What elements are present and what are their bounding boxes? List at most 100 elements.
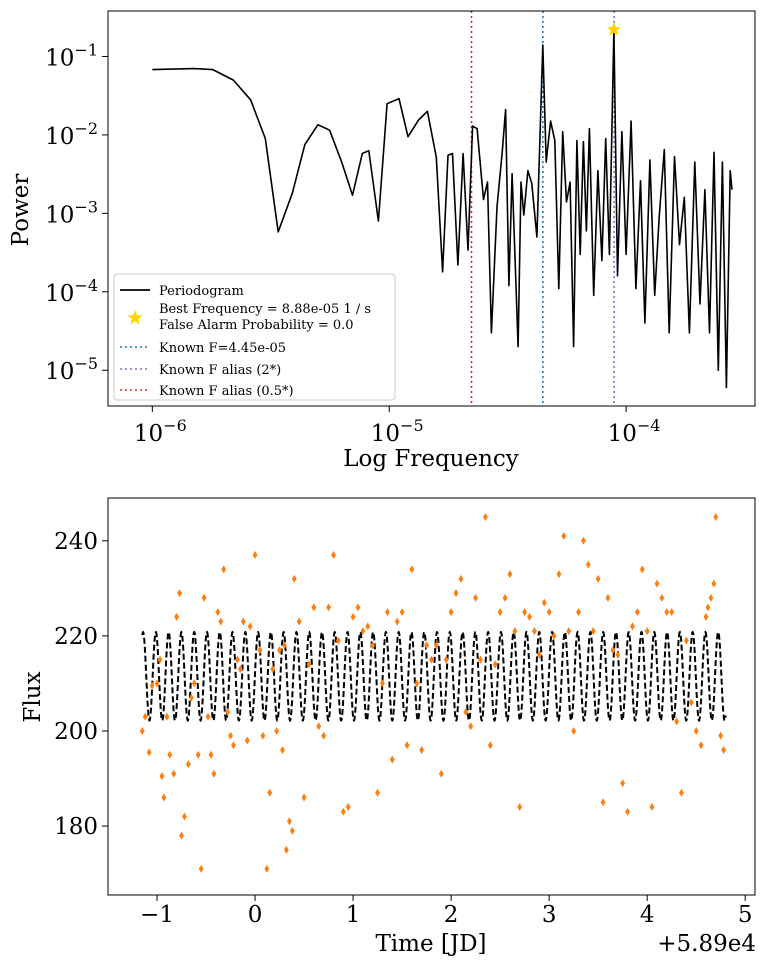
- flux-point: [713, 513, 719, 522]
- flux-point: [179, 831, 184, 840]
- flux-point: [201, 593, 207, 602]
- flux-point: [546, 608, 552, 617]
- flux-point: [252, 551, 258, 560]
- flux-point: [215, 608, 221, 617]
- flux-point: [345, 803, 351, 812]
- flux-point: [581, 536, 586, 545]
- flux-point: [191, 679, 197, 688]
- flux-point: [195, 750, 201, 759]
- periodogram-x-ticks: 10−6 10−5 10−4: [134, 406, 661, 447]
- lightcurve-y-tick-label-0: 180: [54, 814, 98, 840]
- flux-point: [244, 736, 250, 745]
- lightcurve-y-tick-label-1: 200: [54, 719, 98, 745]
- flux-point: [375, 788, 380, 797]
- flux-point: [659, 593, 665, 602]
- flux-point: [164, 712, 170, 721]
- flux-point: [703, 612, 709, 621]
- periodogram-y-tick-label-0: 10−5: [45, 354, 98, 385]
- flux-point: [483, 513, 488, 522]
- flux-point: [693, 726, 699, 735]
- flux-point: [615, 650, 621, 659]
- flux-point: [683, 636, 689, 645]
- flux-point: [644, 627, 650, 636]
- flux-point: [228, 731, 233, 740]
- flux-point: [182, 812, 187, 821]
- flux-point: [487, 741, 493, 750]
- legend-star-swatch: [127, 310, 143, 325]
- periodogram-x-tick-label-1: 10−5: [371, 416, 424, 447]
- periodogram-series: [152, 28, 733, 389]
- lightcurve-x-offset-label: +5.89e4: [657, 931, 756, 957]
- lightcurve-x-tick-label-1: 0: [248, 902, 263, 928]
- flux-point: [274, 726, 280, 735]
- lightcurve-x-tick-label-3: 2: [444, 902, 459, 928]
- flux-point: [350, 612, 356, 621]
- flux-point: [463, 707, 469, 716]
- flux-point: [161, 793, 167, 802]
- flux-point: [394, 617, 400, 626]
- flux-point: [142, 712, 148, 721]
- flux-point: [551, 631, 557, 640]
- flux-point: [409, 565, 415, 574]
- flux-point: [468, 722, 474, 731]
- flux-point: [590, 627, 596, 636]
- flux-point: [240, 617, 246, 626]
- flux-point: [512, 627, 518, 636]
- flux-point: [167, 750, 173, 759]
- flux-point: [286, 817, 292, 826]
- flux-point: [669, 608, 675, 617]
- flux-point: [355, 603, 361, 612]
- flux-point: [225, 707, 230, 716]
- flux-point: [257, 646, 263, 655]
- flux-point: [159, 772, 165, 781]
- legend-label-1-line2: False Alarm Probability = 0.0: [159, 318, 354, 333]
- flux-point: [595, 574, 601, 583]
- flux-point: [399, 608, 405, 617]
- flux-point: [605, 593, 611, 602]
- lightcurve-x-tick-label-6: 5: [738, 902, 753, 928]
- flux-point: [585, 560, 591, 569]
- periodogram-x-axis-label: Log Frequency: [343, 446, 519, 472]
- flux-point: [284, 845, 289, 854]
- legend-box: [113, 273, 396, 401]
- flux-point: [532, 627, 537, 636]
- flux-point: [527, 612, 532, 621]
- flux-point: [561, 532, 567, 541]
- flux-point: [404, 741, 410, 750]
- flux-points: [139, 513, 727, 873]
- flux-point: [188, 693, 194, 702]
- flux-point: [424, 641, 429, 650]
- flux-point: [237, 665, 243, 674]
- flux-point: [331, 551, 336, 560]
- lightcurve-x-tick-label-0: −1: [140, 902, 174, 928]
- lightcurve-y-axis-label: Flux: [20, 671, 46, 722]
- flux-point: [282, 641, 287, 650]
- flux-point: [171, 769, 177, 778]
- legend-label-4: Known F alias (0.5*): [159, 384, 294, 399]
- flux-point: [639, 565, 645, 574]
- flux-point: [497, 608, 503, 617]
- flux-point: [260, 731, 266, 740]
- flux-point: [139, 726, 145, 735]
- flux-point: [448, 608, 454, 617]
- flux-point: [620, 779, 626, 788]
- flux-point: [218, 617, 224, 626]
- flux-point: [277, 646, 282, 655]
- lightcurve-x-tick-label-2: 1: [346, 902, 361, 928]
- periodogram-panel: 10−6 10−5 10−4 10−5 10−4 10−3 10−2 10−1 Log Fr…: [8, 10, 756, 472]
- flux-point: [600, 798, 606, 807]
- flux-point: [711, 579, 717, 588]
- flux-point: [478, 655, 483, 664]
- flux-point: [247, 622, 253, 631]
- flux-point: [492, 660, 498, 669]
- sinusoid-model-line: [141, 630, 727, 723]
- flux-point: [610, 646, 616, 655]
- periodogram-line-0: [152, 28, 733, 389]
- flux-point: [154, 679, 160, 688]
- lightcurve-axes-frame: [107, 497, 756, 896]
- flux-point: [360, 627, 366, 636]
- flux-point: [301, 793, 307, 802]
- flux-point: [291, 574, 297, 583]
